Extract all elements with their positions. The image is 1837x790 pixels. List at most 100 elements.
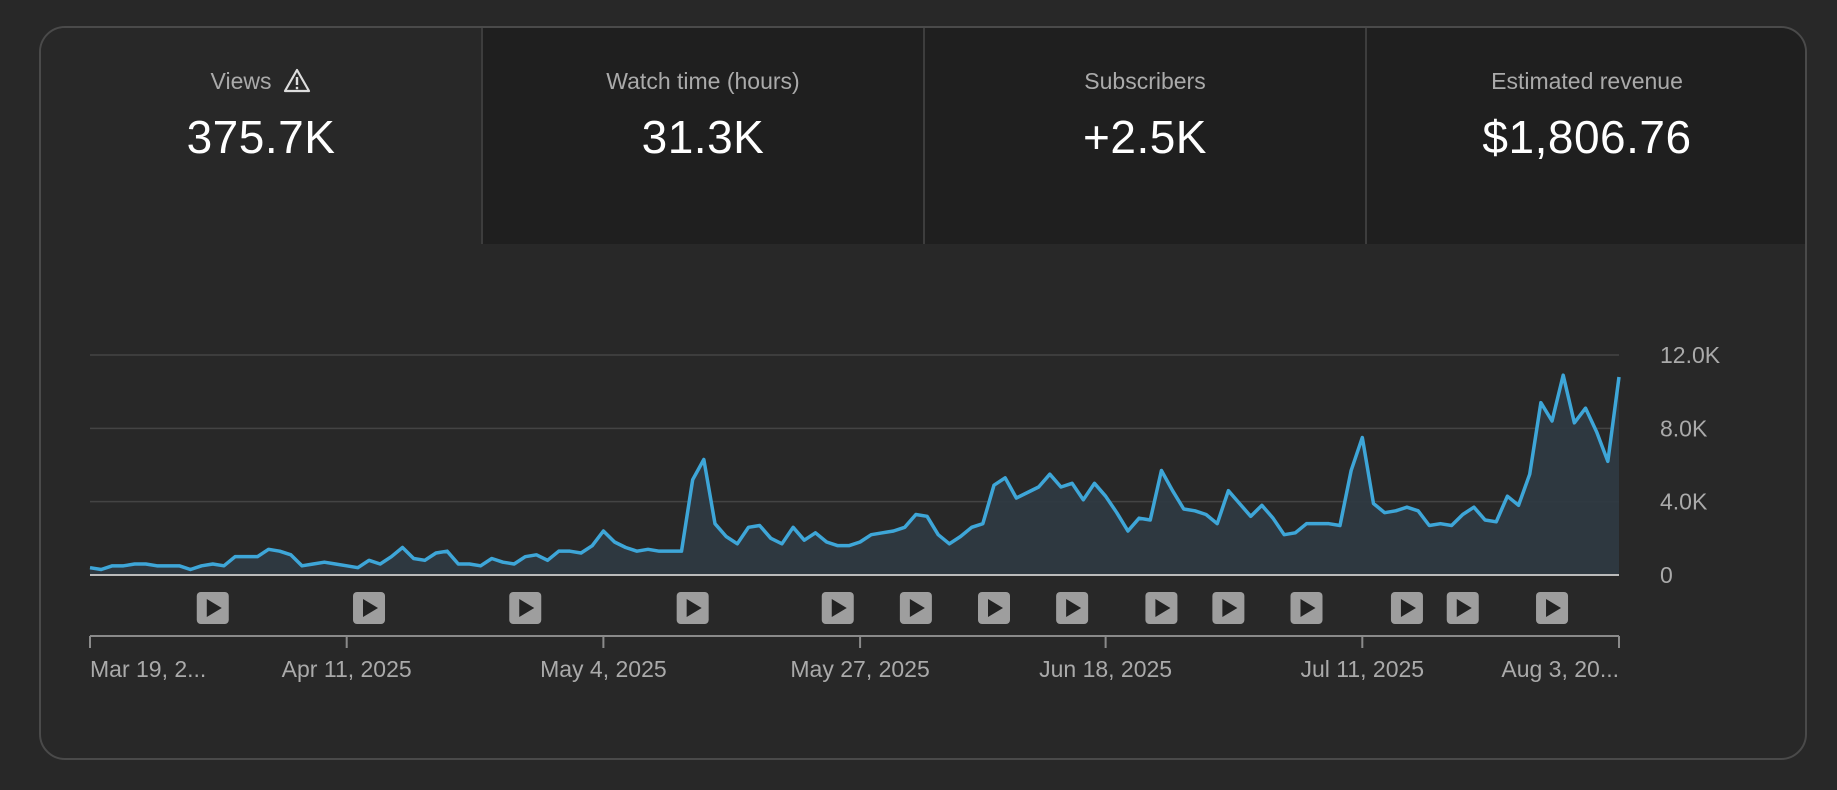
data-point	[680, 549, 684, 553]
video-marker-icon[interactable]	[1536, 592, 1569, 624]
data-point	[858, 540, 862, 544]
data-point	[1550, 419, 1554, 423]
data-point	[702, 458, 706, 462]
video-marker-icon[interactable]	[1290, 592, 1323, 624]
data-point	[1394, 509, 1398, 513]
data-point	[668, 549, 672, 553]
data-point	[590, 544, 594, 548]
data-point	[1025, 491, 1029, 495]
tab-views[interactable]: Views 375.7K	[41, 28, 481, 244]
data-point	[88, 566, 92, 570]
data-point	[177, 564, 181, 568]
data-point	[534, 553, 538, 557]
data-point	[200, 564, 204, 568]
data-point	[1003, 476, 1007, 480]
video-marker-icon[interactable]	[899, 592, 932, 624]
y-tick-label: 0	[1660, 562, 1673, 588]
data-point	[1238, 502, 1242, 506]
data-point	[1293, 531, 1297, 535]
data-point	[1383, 511, 1387, 515]
estimated-revenue-value: $1,806.76	[1482, 111, 1692, 163]
data-point	[869, 533, 873, 537]
data-point	[1360, 436, 1364, 440]
video-marker-icon[interactable]	[978, 592, 1011, 624]
data-point	[1137, 516, 1141, 520]
metric-tabs: Views 375.7K Watch time (hours) 31.3K Su…	[41, 28, 1805, 244]
data-point	[322, 560, 326, 564]
data-point	[445, 549, 449, 553]
data-point	[523, 555, 527, 559]
data-point	[121, 564, 125, 568]
data-point	[1572, 421, 1576, 425]
data-point	[746, 525, 750, 529]
data-point	[1349, 469, 1353, 473]
data-point	[512, 562, 516, 566]
views-area	[90, 375, 1619, 575]
video-marker-icon[interactable]	[1446, 592, 1479, 624]
tab-estimated-revenue[interactable]: Estimated revenue $1,806.76	[1365, 28, 1805, 244]
video-marker-icon[interactable]	[509, 592, 542, 624]
data-point	[579, 551, 583, 555]
views-label: Views	[210, 67, 272, 94]
data-point	[110, 564, 114, 568]
data-point	[769, 536, 773, 540]
data-point	[1528, 472, 1532, 476]
data-point	[1305, 522, 1309, 526]
x-tick-label: Mar 19, 2...	[90, 656, 206, 682]
data-point	[278, 549, 282, 553]
video-marker-icon[interactable]	[353, 592, 386, 624]
data-point	[1539, 401, 1543, 405]
data-point	[1438, 522, 1442, 526]
x-tick-label: Jul 11, 2025	[1300, 656, 1424, 682]
data-point	[456, 562, 460, 566]
data-point	[334, 562, 338, 566]
data-point	[1316, 522, 1320, 526]
data-point	[1126, 529, 1130, 533]
data-point	[1092, 481, 1096, 485]
data-point	[501, 560, 505, 564]
data-point	[133, 562, 137, 566]
estimated-revenue-label: Estimated revenue	[1491, 67, 1683, 94]
data-point	[1115, 511, 1119, 515]
data-point	[1104, 494, 1108, 498]
data-point	[267, 547, 271, 551]
data-point	[166, 564, 170, 568]
video-marker-icon[interactable]	[1056, 592, 1089, 624]
data-point	[1014, 496, 1018, 500]
video-marker-icon[interactable]	[821, 592, 854, 624]
data-point	[1617, 375, 1621, 379]
video-marker-icon[interactable]	[676, 592, 709, 624]
data-point	[657, 549, 661, 553]
data-point	[233, 555, 237, 559]
warning-icon[interactable]	[283, 68, 311, 94]
data-point	[1416, 509, 1420, 513]
data-point	[467, 562, 471, 566]
video-marker-icon[interactable]	[1390, 592, 1423, 624]
data-point	[1226, 489, 1230, 493]
data-point	[1171, 489, 1175, 493]
data-point	[1048, 472, 1052, 476]
data-point	[1081, 498, 1085, 502]
x-tick-label: Apr 11, 2025	[282, 656, 412, 682]
video-marker-icon[interactable]	[1212, 592, 1245, 624]
data-point	[1070, 481, 1074, 485]
x-tick-label: Jun 18, 2025	[1039, 656, 1172, 682]
data-point	[1494, 520, 1498, 524]
data-point	[367, 558, 371, 562]
data-point	[1371, 502, 1375, 506]
data-point	[1037, 485, 1041, 489]
data-point	[903, 525, 907, 529]
tab-subscribers[interactable]: Subscribers +2.5K	[923, 28, 1365, 244]
data-point	[1159, 469, 1163, 473]
data-point	[1182, 507, 1186, 511]
data-point	[1584, 406, 1588, 410]
data-point	[434, 551, 438, 555]
data-point	[255, 555, 259, 559]
data-point	[825, 540, 829, 544]
data-point	[992, 483, 996, 487]
tab-watch-time[interactable]: Watch time (hours) 31.3K	[481, 28, 923, 244]
watch-time-value: 31.3K	[641, 111, 765, 163]
video-marker-icon[interactable]	[196, 592, 229, 624]
data-point	[557, 549, 561, 553]
video-marker-icon[interactable]	[1145, 592, 1178, 624]
